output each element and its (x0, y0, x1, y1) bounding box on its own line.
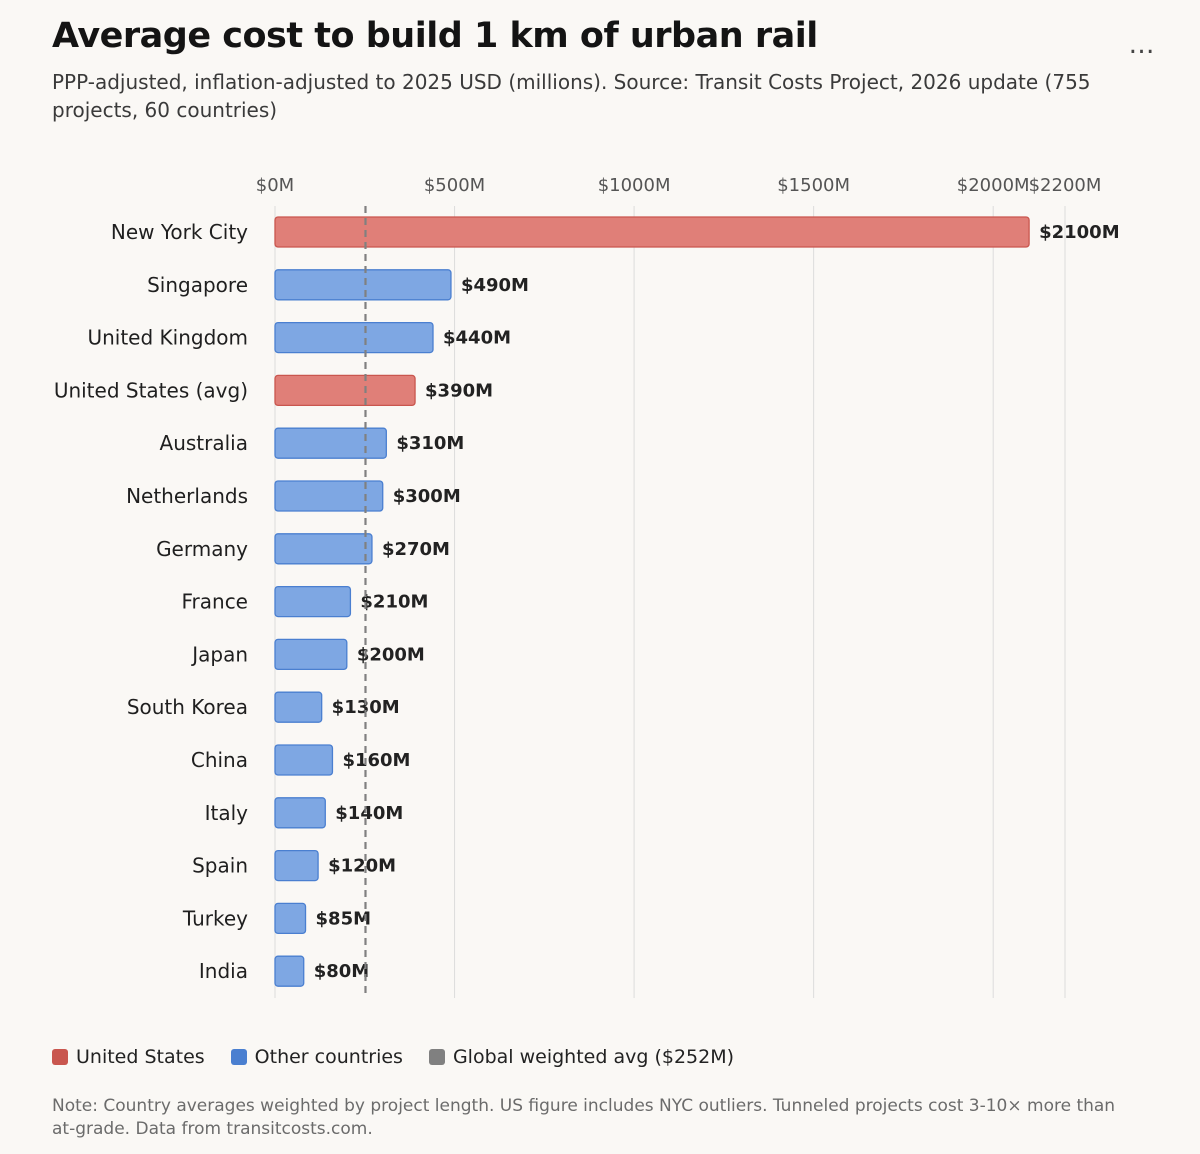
bar (274, 744, 334, 776)
bar (274, 216, 1030, 248)
category-label: United States (avg) (54, 378, 248, 402)
value-label: $80M (314, 961, 370, 982)
legend-item-avg: Global weighted avg ($252M) (428, 1046, 735, 1068)
legend-item-other: Other countries (230, 1046, 403, 1068)
bar (274, 374, 416, 407)
value-label: $130M (332, 697, 400, 718)
value-label: $310M (396, 433, 464, 454)
bar (274, 797, 326, 829)
value-label: $300M (393, 486, 461, 507)
category-label: Spain (192, 854, 248, 878)
bar (274, 321, 434, 354)
legend-item-us: United States (52, 1046, 205, 1068)
bar (274, 480, 384, 512)
value-label: $210M (360, 592, 428, 613)
legend-label-other: Other countries (254, 1046, 403, 1068)
category-label: New York City (111, 220, 248, 244)
legend-label-avg: Global weighted avg ($252M) (452, 1046, 735, 1068)
category-label: China (191, 748, 248, 772)
value-label: $270M (382, 539, 450, 560)
x-axis-ticks: $0M $500M $1000M $1500M $2000M $2200M (256, 175, 1102, 196)
value-labels: $2100M $490M $440M $390M $310M $300M $270M $210… (314, 222, 1120, 982)
category-label: United Kingdom (87, 326, 248, 350)
category-label: Australia (160, 431, 248, 455)
legend-swatch-us (52, 1049, 68, 1065)
footnote: Note: Country averages weighted by proje… (52, 1096, 1116, 1139)
value-label: $120M (328, 856, 396, 877)
bar (274, 638, 348, 671)
bars (274, 216, 1030, 987)
x-tick-label: $2200M (1029, 175, 1102, 196)
bar (274, 533, 373, 565)
x-tick-label: $1500M (777, 175, 850, 196)
bar (274, 691, 323, 723)
bar (274, 269, 452, 301)
more-options-button[interactable]: … (1128, 30, 1156, 60)
bar (274, 902, 307, 935)
category-label: Japan (190, 642, 248, 666)
value-label: $2100M (1039, 222, 1120, 243)
bar (274, 955, 305, 987)
category-label: Turkey (182, 906, 248, 930)
value-label: $390M (425, 380, 493, 401)
category-label: South Korea (127, 695, 248, 719)
value-label: $200M (357, 644, 425, 665)
category-label: Netherlands (126, 484, 248, 508)
value-label: $490M (461, 275, 529, 296)
value-label: $440M (443, 328, 511, 349)
category-label: India (199, 959, 248, 983)
category-labels: New York City Singapore United Kingdom Unit… (54, 220, 248, 983)
x-tick-label: $1000M (598, 175, 671, 196)
legend-swatch-avg (428, 1049, 445, 1065)
x-tick-label: $2000M (957, 175, 1030, 196)
legend: United States Other countries Global wei… (52, 1044, 734, 1070)
chart-subtitle: PPP-adjusted, inflation-adjusted to 2025… (52, 70, 1091, 122)
value-label: $85M (316, 908, 372, 929)
x-tick-label: $500M (424, 175, 485, 196)
legend-swatch-other (230, 1049, 247, 1065)
value-label: $140M (335, 803, 403, 824)
category-label: Germany (156, 537, 248, 561)
value-label: $160M (342, 750, 410, 771)
category-label: France (181, 590, 248, 614)
category-label: Singapore (147, 273, 248, 297)
bar (274, 849, 319, 882)
legend-label-us: United States (76, 1046, 205, 1068)
category-label: Italy (205, 801, 249, 825)
bar (274, 585, 352, 618)
bar-chart: $0M $500M $1000M $1500M $2000M $2200M New Yor… (54, 175, 1120, 998)
x-tick-label: $0M (256, 175, 294, 196)
bar (274, 427, 387, 459)
chart-title: Average cost to build 1 km of urban rail (52, 16, 818, 56)
